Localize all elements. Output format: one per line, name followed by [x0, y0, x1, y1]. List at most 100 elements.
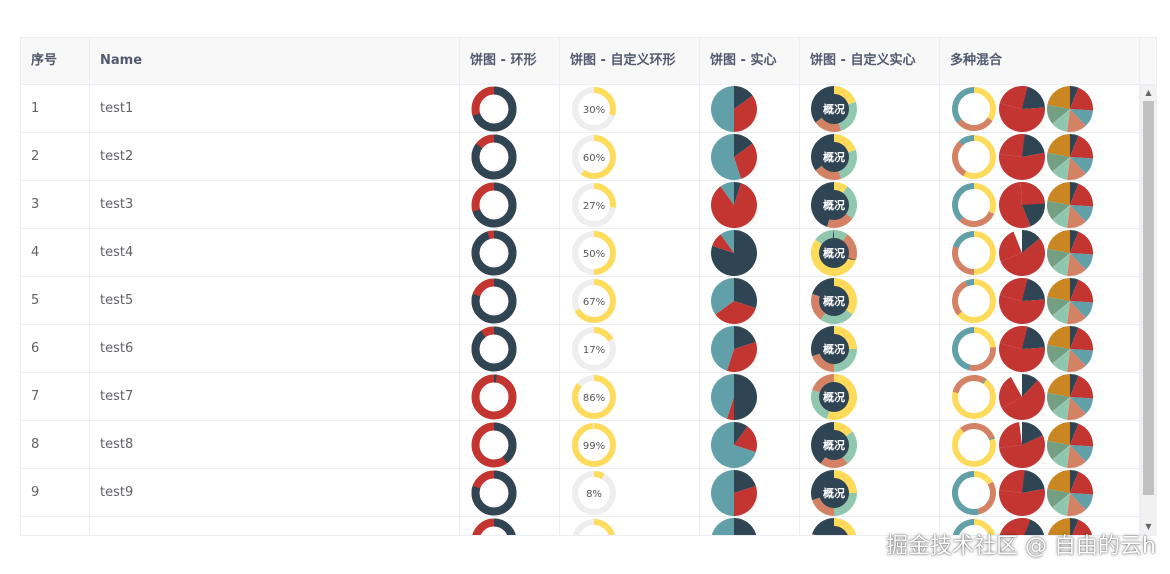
mixed-rose-chart[interactable] — [1047, 182, 1093, 228]
mixed-pie-chart[interactable] — [999, 326, 1045, 372]
mixed-rose-slice[interactable] — [1047, 134, 1070, 157]
column-header-index[interactable]: 序号 — [21, 38, 90, 84]
mixed-pie-slice[interactable] — [999, 295, 1045, 324]
mixed-rose-slice[interactable] — [1070, 493, 1093, 510]
solid-pie-slice[interactable] — [711, 422, 756, 468]
mixed-ring-chart[interactable] — [951, 182, 997, 228]
solid-pie-slice[interactable] — [712, 234, 734, 253]
mixed-ring-arc[interactable] — [951, 518, 997, 535]
donut-arc[interactable] — [471, 86, 517, 132]
custom-donut-chart[interactable]: 30% — [571, 86, 617, 132]
mixed-rose-slice[interactable] — [1047, 470, 1070, 493]
custom-donut-chart[interactable]: 50% — [571, 230, 617, 276]
table-row[interactable]: 4 test4 50% 概况 — [21, 229, 1140, 277]
solid-pie-slice[interactable] — [734, 326, 756, 349]
table-row[interactable]: 8 test8 99% 概况 — [21, 421, 1140, 469]
custom-donut-chart[interactable]: 60% — [571, 134, 617, 180]
custom-solid-chart[interactable]: 概况 — [811, 374, 857, 420]
donut-chart[interactable] — [471, 134, 517, 180]
mixed-pie-chart[interactable] — [999, 470, 1045, 516]
mixed-rose-slice[interactable] — [1070, 349, 1093, 366]
custom-solid-chart[interactable]: 概况 — [811, 134, 857, 180]
mixed-rose-slice[interactable] — [1052, 109, 1070, 132]
solid-pie-slice[interactable] — [715, 301, 756, 324]
mixed-pie-slice[interactable] — [999, 376, 1022, 409]
custom-donut-arc[interactable] — [572, 375, 616, 419]
mixed-pie-slice[interactable] — [1001, 380, 1045, 420]
mixed-pie-slice[interactable] — [999, 343, 1045, 372]
mixed-rose-chart[interactable] — [1047, 326, 1093, 372]
custom-donut-arc[interactable] — [572, 183, 616, 227]
custom-solid-chart[interactable]: 概况 — [811, 182, 857, 228]
mixed-rose-slice[interactable] — [1047, 344, 1070, 364]
mixed-ring-arc[interactable] — [951, 470, 997, 516]
mixed-pie-chart[interactable] — [999, 230, 1045, 276]
custom-donut-chart[interactable]: 86% — [571, 374, 617, 420]
mixed-pie-slice[interactable] — [999, 134, 1025, 157]
solid-pie-chart[interactable] — [711, 182, 757, 228]
mixed-rose-slice[interactable] — [1070, 230, 1079, 253]
solid-pie-chart[interactable] — [711, 230, 757, 276]
donut-chart[interactable] — [471, 86, 517, 132]
mixed-rose-slice[interactable] — [1067, 301, 1086, 324]
mixed-ring-chart[interactable] — [951, 470, 997, 516]
mixed-rose-slice[interactable] — [1047, 440, 1070, 460]
mixed-pie-slice[interactable] — [999, 152, 1045, 180]
vertical-scrollbar[interactable]: ▲ ▼ — [1140, 85, 1156, 535]
scroll-up-arrow-icon[interactable]: ▲ — [1145, 88, 1152, 97]
custom-donut-arc[interactable] — [572, 279, 616, 323]
mixed-rose-chart[interactable] — [1047, 422, 1093, 468]
mixed-rose-slice[interactable] — [1047, 230, 1070, 253]
solid-pie-slice[interactable] — [711, 326, 734, 371]
table-row[interactable]: 2 test2 60% 概况 — [21, 133, 1140, 181]
table-row[interactable]: 6 test6 17% 概况 — [21, 325, 1140, 373]
mixed-pie-chart[interactable] — [999, 518, 1045, 535]
mixed-rose-slice[interactable] — [1070, 422, 1079, 445]
donut-chart[interactable] — [471, 326, 517, 372]
mixed-ring-arc[interactable] — [951, 134, 997, 180]
custom-donut-arc[interactable] — [572, 327, 616, 371]
mixed-ring-arc[interactable] — [951, 182, 997, 228]
donut-arc[interactable] — [471, 134, 517, 180]
mixed-pie-slice[interactable] — [1022, 470, 1045, 493]
mixed-rose-slice[interactable] — [1070, 471, 1093, 495]
column-header-solid[interactable]: 饼图 - 实心 — [700, 38, 800, 84]
mixed-ring-arc[interactable] — [951, 182, 997, 228]
mixed-rose-slice[interactable] — [1070, 519, 1093, 535]
mixed-rose-slice[interactable] — [1070, 327, 1093, 351]
mixed-pie-slice[interactable] — [1020, 182, 1045, 205]
solid-pie-slice[interactable] — [734, 470, 756, 493]
custom-solid-chart[interactable]: 概况 — [811, 278, 857, 324]
mixed-ring-arc[interactable] — [952, 231, 996, 275]
donut-chart[interactable] — [471, 374, 517, 420]
mixed-rose-slice[interactable] — [1047, 374, 1070, 397]
custom-donut-chart[interactable]: 17% — [571, 326, 617, 372]
solid-pie-chart[interactable] — [711, 134, 757, 180]
mixed-pie-slice[interactable] — [999, 488, 1045, 516]
solid-pie-slice[interactable] — [711, 134, 742, 180]
mixed-pie-slice[interactable] — [1022, 422, 1043, 445]
donut-chart[interactable] — [471, 182, 517, 228]
solid-pie-chart[interactable] — [711, 326, 757, 372]
mixed-rose-slice[interactable] — [1067, 157, 1086, 180]
donut-chart[interactable] — [471, 518, 517, 535]
solid-pie-chart[interactable] — [711, 470, 757, 516]
mixed-pie-slice[interactable] — [999, 182, 1031, 228]
mixed-rose-slice[interactable] — [1047, 488, 1070, 508]
custom-donut-chart[interactable] — [571, 518, 617, 535]
solid-pie-slice[interactable] — [734, 278, 757, 309]
mixed-pie-slice[interactable] — [999, 231, 1022, 262]
custom-donut-arc[interactable] — [572, 423, 616, 467]
mixed-rose-slice[interactable] — [1047, 278, 1070, 301]
custom-donut-chart[interactable]: 8% — [571, 470, 617, 516]
donut-arc[interactable] — [471, 470, 517, 516]
mixed-pie-slice[interactable] — [999, 532, 1045, 535]
mixed-rose-slice[interactable] — [1047, 200, 1070, 220]
mixed-rose-slice[interactable] — [1070, 109, 1093, 126]
custom-solid-chart[interactable]: 概况 — [811, 422, 857, 468]
solid-pie-chart[interactable] — [711, 86, 757, 132]
mixed-rose-slice[interactable] — [1070, 231, 1093, 255]
mixed-rose-slice[interactable] — [1047, 326, 1070, 349]
mixed-ring-chart[interactable] — [951, 326, 997, 372]
column-header-mixed[interactable]: 多种混合 — [940, 38, 1140, 84]
